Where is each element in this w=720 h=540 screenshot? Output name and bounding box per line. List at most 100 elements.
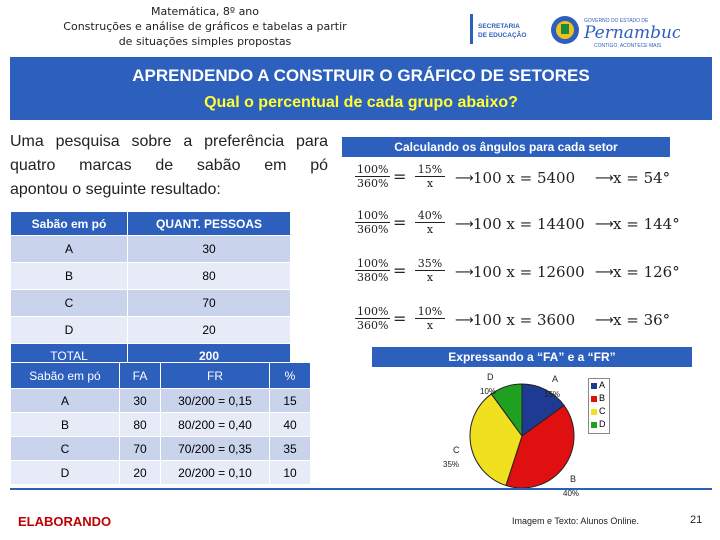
banner-title: APRENDENDO A CONSTRUIR O GRÁFICO DE SETO… [132,66,590,85]
fraction-num: 10% [415,305,445,319]
table-row: D 20 20/200 = 0,10 10 [10,460,311,485]
equals-sign: = [393,261,407,280]
legend-swatch [591,408,597,415]
table-cell: 70 [119,436,161,461]
fraction: 100% 360% [355,209,391,237]
intro-paragraph: Uma pesquisa sobre a preferência para qu… [10,130,328,202]
legend-label: D [599,419,606,429]
legend-item: B [589,392,609,405]
fraction-den: x [426,319,434,332]
table-header: FR [160,362,270,389]
table-cell: 40 [269,412,311,437]
table-cell: 20 [127,316,291,344]
pie-label-b: B [570,474,576,484]
arrow-icon: ⟶ [595,171,614,186]
table-cell: 20 [119,460,161,485]
calc-step1: 100 x = 3600 [473,311,576,329]
fraction-den: 380% [357,271,389,284]
pie-chart: D 10% A 15% C 35% B 40% [440,370,615,500]
table-header: FA [119,362,161,389]
legend-item: D [589,418,609,431]
header-text: Matemática, 8º ano Construções e análise… [40,4,370,49]
table-row: A 30 [10,235,291,263]
arrow-icon: ⟶ [595,265,614,280]
table-cell: 80 [119,412,161,437]
table-row: B 80 [10,262,291,290]
table-header: Sabão em pó [10,211,128,236]
frequency-table: Sabão em pó FA FR % A 30 30/200 = 0,15 1… [10,362,311,485]
arrow-icon: ⟶ [455,217,474,232]
logo-state-top: GOVERNO DO ESTADO DE [584,18,649,24]
table-cell: C [10,436,120,461]
fraction-num: 100% [355,209,391,223]
table-row: C 70 [10,289,291,317]
header-line1: Matemática, 8º ano [150,5,260,18]
calc-step2: x = 54° [613,169,671,187]
coat-of-arms-icon [551,16,579,44]
table-cell: B [10,412,120,437]
fraction-num: 35% [415,257,445,271]
logo-state-bottom: CONTIGO, ACONTECE MAIS [594,43,662,49]
table-row: B 80 80/200 = 0,40 40 [10,412,311,437]
table-cell: 30 [119,388,161,413]
pie-pct-b: 40% [563,489,579,498]
arrow-icon: ⟶ [595,217,614,232]
credit-text: Imagem e Texto: Alunos Online. [512,516,639,526]
header-line2: Construções e análise de gráficos e tabe… [63,20,347,33]
table-header: Sabão em pó [10,362,120,389]
fraction-den: x [426,271,434,284]
calc-step1: 100 x = 5400 [473,169,576,187]
pie-pct-d: 10% [480,387,496,396]
pie-slice-b [505,404,575,489]
equals-sign: = [393,213,407,232]
pie-label-c: C [453,445,460,455]
page-number: 21 [690,514,703,526]
calc-step2: x = 144° [613,215,680,233]
pie-pct-a: 15% [544,390,560,399]
logo-secretaria-line1: SECRETARIA [478,23,520,30]
footer-divider [10,488,712,490]
fraction-den: 360% [357,177,389,190]
pernambuco-logo: SECRETARIA DE EDUCAÇÃO GOVERNO DO ESTADO… [470,14,692,49]
table-cell: 70/200 = 0,35 [160,436,270,461]
title-banner [10,57,712,120]
pie-chart-svg: D 10% A 15% C 35% B 40% [443,372,579,498]
legend-swatch [591,421,597,428]
fraction: 100% 380% [355,257,391,285]
logos: SECRETARIA DE EDUCAÇÃO GOVERNO DO ESTADO… [470,12,692,52]
legend-label: A [599,380,606,390]
table-cell: 80 [127,262,291,290]
table-cell: 10 [269,460,311,485]
table-cell: 30 [127,235,291,263]
arrow-icon: ⟶ [455,171,474,186]
table-cell: 70 [127,289,291,317]
fraction: 40% x [415,209,445,237]
calc-step1: 100 x = 14400 [473,215,585,233]
fraction-den: 360% [357,223,389,236]
elaborando-label: ELABORANDO [18,514,112,529]
table-cell: 20/200 = 0,10 [160,460,270,485]
pie-slice-d [490,383,523,438]
equals-sign: = [393,309,407,328]
calc-step2: x = 36° [613,311,671,329]
table-header: % [269,362,311,389]
legend-item: A [589,379,609,392]
fraction-num: 100% [355,305,391,319]
table-cell: 30/200 = 0,15 [160,388,270,413]
calc-step2: x = 126° [613,263,680,281]
arrow-icon: ⟶ [455,313,474,328]
calc-row-d: 100% 360% = 10% x ⟶ 100 x = 3600 ⟶ x = 36° [355,305,705,339]
fraction-num: 15% [415,163,445,177]
legend-label: C [599,406,606,416]
fraction-num: 100% [355,163,391,177]
table-cell: B [10,262,128,290]
pie-legend: A B C D [588,378,610,434]
arrow-icon: ⟶ [455,265,474,280]
calc-row-a: 100% 360% = 15% x ⟶ 100 x = 5400 ⟶ x = 54° [355,163,705,197]
expr-title: Expressando a “FA” e a “FR” [372,347,692,367]
calc-title: Calculando os ângulos para cada setor [342,137,670,157]
fraction: 15% x [415,163,445,191]
table-cell: 15 [269,388,311,413]
legend-swatch [591,382,597,389]
table-cell: A [10,235,128,263]
